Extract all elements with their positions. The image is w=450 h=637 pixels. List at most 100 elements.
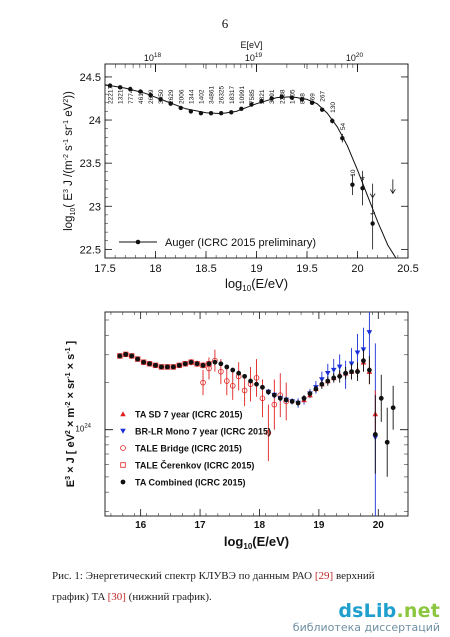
- page-number: 6: [221, 16, 229, 31]
- plot-frame: [104, 311, 409, 517]
- data-point: [182, 361, 188, 367]
- data-point: [188, 359, 194, 365]
- data-point: [349, 369, 354, 375]
- legend-label: TA Combined (ICRC 2015): [135, 478, 246, 488]
- data-point: [138, 89, 143, 94]
- data-point: [242, 373, 248, 379]
- legend-marker: [120, 479, 126, 485]
- count-label: 888: [299, 93, 306, 104]
- x-axis-title: log10(E/eV): [224, 534, 289, 551]
- data-point: [170, 364, 176, 370]
- top-axis-tick-label: 1019: [245, 52, 263, 63]
- count-label: 4611: [138, 90, 145, 104]
- x-axis-title: log10(E/eV): [225, 276, 288, 293]
- x-tick-label: 17: [194, 520, 206, 531]
- watermark-tld: .net: [396, 600, 440, 622]
- y-tick-label: 1024: [75, 424, 91, 434]
- x-tick-label: 16: [135, 520, 147, 531]
- figure-caption: Рис. 1: Энергетический спектр КЛУВЭ по д…: [52, 566, 412, 608]
- y-tick-label: 24: [89, 115, 101, 127]
- legend-label: TALE Bridge (ICRC 2015): [135, 444, 242, 454]
- count-label: 3450: [158, 89, 165, 104]
- data-point: [188, 109, 194, 114]
- data-point: [218, 368, 224, 375]
- data-point: [354, 350, 361, 356]
- upper-limit-arrowhead: [369, 193, 376, 199]
- data-point: [319, 107, 325, 112]
- count-label: 7774: [128, 89, 135, 104]
- count-label: 2238: [279, 89, 286, 104]
- data-point: [117, 85, 123, 90]
- data-point: [384, 439, 390, 445]
- data-point: [331, 375, 337, 381]
- data-point: [158, 97, 163, 102]
- data-point: [176, 362, 182, 368]
- count-label: 569: [310, 93, 317, 104]
- legend-label: TA SD 7 year (ICRC 2015): [135, 410, 243, 420]
- data-point: [153, 362, 158, 368]
- data-point: [283, 397, 289, 403]
- data-point: [206, 361, 212, 367]
- auger-spectrum-chart: 17.5 18 18.5 19 19.5 20 20.5 22.5 23 23.5 24 24.5 10…: [63, 40, 419, 293]
- x-tick-label: 20.5: [397, 263, 418, 275]
- data-point: [309, 100, 315, 106]
- data-point: [107, 83, 113, 88]
- watermark-brand: dsLib: [338, 600, 397, 622]
- ta-spectrum-chart: 16 17 18 19 20 1024 log10(E/eV) E3 × J [ eV2 × …: [65, 311, 409, 551]
- data-point: [366, 367, 372, 373]
- watermark: dsLib.net библиотека диссертаций: [293, 600, 440, 634]
- legend-marker: [120, 411, 126, 417]
- x-tick-label: 18: [149, 263, 161, 275]
- data-point: [330, 367, 337, 373]
- count-label: 13210: [118, 86, 125, 104]
- data-point: [168, 101, 173, 106]
- data-point: [117, 353, 123, 359]
- y-tick-label: 22.5: [80, 244, 101, 256]
- data-point: [350, 182, 355, 187]
- legend-marker: [120, 445, 126, 451]
- data-point: [224, 364, 230, 370]
- count-label: 1344: [188, 89, 195, 104]
- data-point: [212, 359, 218, 365]
- legend-label: BR-LR Mono 7 year (ICRC 2015): [135, 427, 271, 437]
- count-label: 1405: [289, 89, 296, 104]
- data-point: [271, 401, 278, 408]
- caption-reference-link[interactable]: [30]: [107, 591, 126, 603]
- data-point: [378, 395, 384, 401]
- count-label: 18317: [229, 86, 236, 104]
- count-label: 1402: [198, 89, 205, 104]
- data-point: [330, 118, 335, 124]
- data-point: [325, 378, 331, 384]
- count-label: 34861: [209, 86, 216, 104]
- top-axis-tick-label: 1018: [144, 52, 162, 63]
- count-label: 5321: [259, 89, 266, 104]
- y-tick-label: 23: [89, 201, 101, 213]
- data-point: [129, 353, 135, 359]
- data-point: [299, 97, 305, 102]
- data-point: [230, 367, 236, 373]
- caption-reference-link[interactable]: [29]: [314, 570, 334, 582]
- data-point: [289, 399, 295, 404]
- data-point: [259, 395, 266, 402]
- data-point: [390, 405, 396, 411]
- data-point: [241, 387, 248, 394]
- count-label: 2629: [168, 89, 175, 104]
- data-point: [343, 370, 349, 376]
- count-label: 22217: [108, 86, 115, 104]
- count-label: 4: [360, 176, 367, 180]
- x-tick-label: 18: [254, 520, 266, 531]
- data-point: [265, 389, 271, 395]
- data-point: [301, 395, 307, 401]
- count-label: 267: [320, 90, 327, 101]
- count-label: 130: [330, 102, 337, 113]
- count-label: 3491: [269, 89, 276, 104]
- data-point: [279, 94, 284, 99]
- legend-label: Auger (ICRC 2015 preliminary): [165, 237, 316, 249]
- data-point: [141, 359, 147, 365]
- count-label: 54: [340, 123, 347, 131]
- data-point: [248, 378, 253, 384]
- watermark-logo: dsLib.net: [293, 600, 440, 622]
- data-point: [269, 96, 274, 101]
- data-point: [336, 364, 343, 370]
- legend-label: TALE Čerenkov (ICRC 2015): [135, 460, 254, 471]
